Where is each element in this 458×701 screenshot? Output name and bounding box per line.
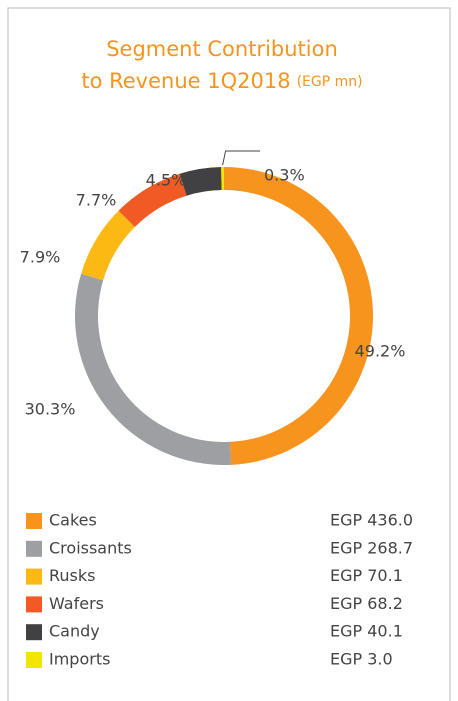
legend-label: Cakes bbox=[49, 511, 97, 530]
legend-swatch bbox=[26, 624, 42, 641]
donut-slice bbox=[179, 167, 222, 196]
slice-label: 0.3% bbox=[264, 166, 305, 185]
donut-slice bbox=[118, 173, 187, 227]
chart-subtitle: to Revenue 1Q2018 (EGP mn) bbox=[81, 69, 362, 93]
legend-swatch bbox=[26, 568, 42, 585]
legend-value: EGP 3.0 bbox=[330, 650, 393, 669]
frame bbox=[7, 7, 451, 701]
legend-swatch bbox=[26, 513, 42, 529]
legend-label: Rusks bbox=[49, 566, 95, 585]
slice-label: 7.7% bbox=[76, 191, 117, 210]
title-line: to Revenue 1Q2018 bbox=[81, 69, 290, 93]
slice-label: 49.2% bbox=[355, 342, 406, 361]
legend-label: Croissants bbox=[49, 538, 132, 557]
legend-swatch bbox=[26, 596, 42, 613]
leader-line bbox=[222, 150, 260, 166]
legend-label: Candy bbox=[49, 622, 100, 641]
legend-label: Imports bbox=[49, 650, 110, 669]
legend-value: EGP 40.1 bbox=[330, 622, 403, 641]
slice-label: 4.5% bbox=[146, 171, 187, 190]
donut-slice bbox=[75, 273, 232, 465]
legend-label: Wafers bbox=[49, 594, 104, 613]
slice-label: 30.3% bbox=[25, 400, 76, 419]
donut-slice bbox=[224, 167, 374, 465]
legend-value: EGP 68.2 bbox=[330, 594, 403, 613]
legend-swatch bbox=[26, 540, 42, 557]
legend-swatch bbox=[26, 652, 42, 668]
donut-slice bbox=[221, 167, 224, 191]
donut-slice bbox=[81, 210, 135, 281]
title-unit: (EGP mn) bbox=[297, 74, 363, 90]
chart-title: Segment Contribution bbox=[106, 37, 338, 61]
legend-value: EGP 436.0 bbox=[330, 511, 413, 530]
legend-value: EGP 70.1 bbox=[330, 566, 403, 585]
legend-value: EGP 268.7 bbox=[330, 538, 413, 557]
slice-label: 7.9% bbox=[20, 248, 61, 267]
